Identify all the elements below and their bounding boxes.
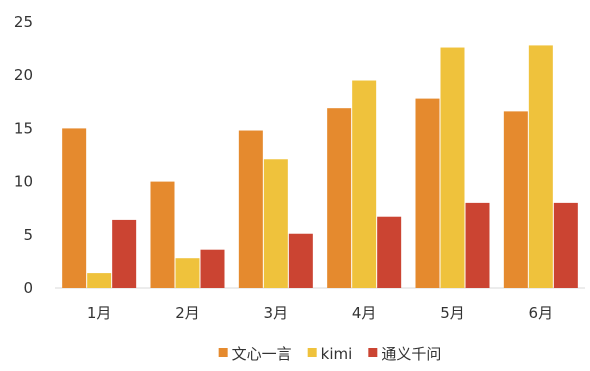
y-tick-label: 25 — [14, 13, 33, 31]
bar — [503, 111, 528, 288]
x-tick-label: 5月 — [440, 304, 465, 322]
bar — [440, 47, 465, 289]
bars — [62, 45, 578, 289]
bar — [465, 202, 490, 288]
y-tick-label: 5 — [23, 226, 33, 244]
bar — [415, 98, 440, 288]
bar — [238, 130, 263, 288]
legend-label: 通义千问 — [381, 345, 441, 363]
y-axis: 0 5 10 15 20 25 — [14, 13, 33, 297]
legend-swatch — [368, 348, 378, 357]
x-axis: 1月 2月 3月 4月 5月 6月 — [87, 304, 553, 322]
bar — [288, 233, 313, 288]
bar — [553, 202, 578, 288]
x-tick-label: 1月 — [87, 304, 112, 322]
legend-label: kimi — [321, 345, 353, 363]
bar — [62, 128, 87, 288]
bar — [377, 216, 402, 288]
bar — [112, 219, 137, 288]
bar — [263, 159, 288, 288]
bar — [150, 181, 175, 288]
legend-swatch — [218, 348, 228, 357]
x-tick-label: 6月 — [529, 304, 554, 322]
bar — [87, 273, 112, 288]
y-tick-label: 10 — [14, 173, 33, 191]
x-tick-label: 2月 — [175, 304, 200, 322]
bar — [528, 45, 553, 288]
legend-swatch — [307, 348, 317, 357]
y-tick-label: 20 — [14, 66, 33, 84]
bar — [200, 249, 225, 288]
bar — [352, 80, 377, 289]
y-tick-label: 15 — [14, 119, 33, 137]
bar — [175, 258, 200, 288]
bar — [327, 108, 352, 289]
legend-label: 文心一言 — [232, 345, 292, 363]
legend: 文心一言 kimi 通义千问 — [218, 345, 441, 363]
y-tick-label: 0 — [23, 279, 33, 297]
x-tick-label: 4月 — [352, 304, 377, 322]
x-tick-label: 3月 — [264, 304, 289, 322]
